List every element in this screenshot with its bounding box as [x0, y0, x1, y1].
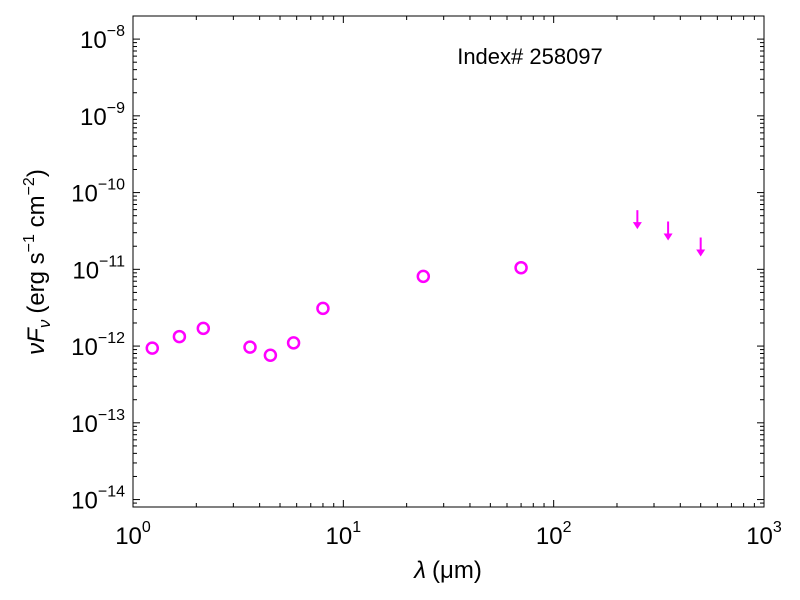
- y-tick-base: 10: [71, 334, 98, 361]
- y-tick-exponent: −13: [98, 407, 125, 424]
- y-axis-label: νFν (erg s−1 cm−2): [21, 169, 54, 355]
- y-tick-label: 10−14: [71, 484, 125, 515]
- y-tick-label: 10−10: [71, 177, 125, 208]
- y-tick-base: 10: [71, 411, 98, 438]
- x-tick-base: 10: [115, 523, 142, 550]
- x-tick-base: 10: [746, 523, 773, 550]
- y-tick-base: 10: [80, 27, 107, 54]
- upper-limit-arrow: [696, 237, 706, 257]
- x-axis-unit: (μm): [432, 557, 482, 584]
- upper-limit-head: [696, 249, 706, 257]
- upper-limit-arrow: [663, 221, 673, 241]
- y-axis-exponent-2: −2: [21, 177, 38, 195]
- plot-frame: [132, 15, 765, 508]
- y-tick-exponent: −10: [98, 177, 125, 194]
- y-axis-unit-close: ): [23, 169, 50, 177]
- detection-point: [263, 348, 278, 362]
- y-tick-exponent: −12: [98, 330, 125, 347]
- y-axis-unit-mid: cm: [23, 195, 50, 234]
- y-tick-label: 10−8: [80, 23, 125, 54]
- y-tick-label: 10−11: [72, 253, 125, 284]
- y-axis-exponent-1: −1: [21, 234, 38, 252]
- y-tick-label: 10−12: [71, 330, 125, 361]
- detection-point: [514, 260, 528, 275]
- x-tick-base: 10: [326, 523, 353, 550]
- x-axis-label: λ (μm): [412, 557, 482, 584]
- detection-point: [145, 341, 160, 355]
- y-axis-symbol: νF: [23, 327, 50, 355]
- y-tick-exponent: −14: [98, 484, 125, 501]
- x-tick-label: 101: [326, 519, 362, 550]
- detection-point: [286, 336, 301, 350]
- y-tick-label: 10−13: [71, 407, 125, 438]
- y-axis-unit-open: (erg s: [23, 252, 50, 313]
- x-axis-symbol: λ: [412, 557, 426, 584]
- index-annotation: Index# 258097: [457, 44, 603, 69]
- x-tick-base: 10: [536, 523, 563, 550]
- detection-point: [172, 329, 187, 344]
- detection-point: [243, 340, 257, 354]
- y-tick-base: 10: [72, 257, 99, 284]
- y-tick-exponent: −8: [107, 23, 125, 40]
- detection-point: [316, 301, 330, 316]
- x-tick-exponent: 2: [563, 519, 572, 536]
- x-tick-label: 103: [746, 519, 782, 550]
- x-tick-exponent: 3: [773, 519, 782, 536]
- y-tick-base: 10: [71, 181, 98, 208]
- x-tick-exponent: 1: [352, 519, 361, 536]
- upper-limit-head: [663, 233, 673, 241]
- x-tick-label: 102: [536, 519, 572, 550]
- y-tick-base: 10: [80, 104, 107, 131]
- data-marks: [145, 210, 706, 362]
- axis-ticks: 100 101 102 10310−1410−1310−1210−1110−1010−…: [71, 16, 782, 550]
- upper-limit-arrow: [632, 210, 642, 230]
- y-tick-base: 10: [71, 488, 98, 515]
- y-tick-exponent: −11: [99, 253, 125, 270]
- x-tick-label: 100: [115, 519, 151, 550]
- detection-point: [416, 269, 431, 284]
- y-tick-label: 10−9: [80, 100, 125, 131]
- upper-limit-head: [632, 222, 642, 230]
- y-axis-subscript: ν: [35, 319, 54, 328]
- y-tick-exponent: −9: [107, 100, 125, 117]
- x-tick-exponent: 0: [142, 519, 151, 536]
- detection-point: [196, 321, 211, 336]
